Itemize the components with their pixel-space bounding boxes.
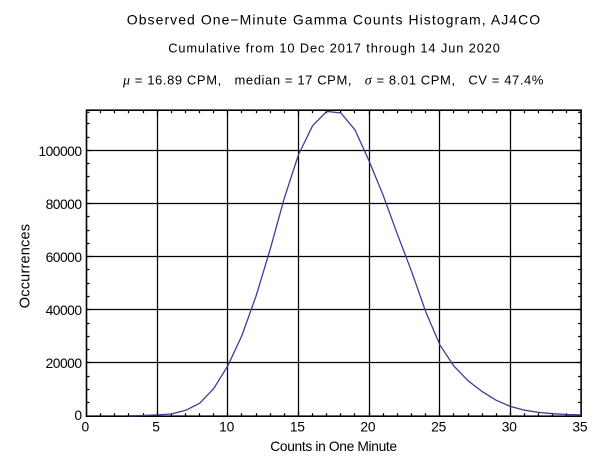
- svg-text:30: 30: [502, 419, 517, 434]
- svg-text:Cumulative from 10 Dec 2017 th: Cumulative from 10 Dec 2017 through 14 J…: [168, 41, 501, 56]
- svg-text:μ = 16.89 CPM, median = 17 C: μ = 16.89 CPM, median = 17 CPM, σ = 8.01…: [122, 72, 544, 88]
- svg-text:80000: 80000: [46, 197, 83, 212]
- svg-text:35: 35: [572, 419, 587, 434]
- svg-text:25: 25: [431, 419, 446, 434]
- svg-text:5: 5: [152, 419, 160, 434]
- svg-text:60000: 60000: [46, 250, 83, 265]
- svg-text:100000: 100000: [38, 144, 82, 159]
- svg-text:Occurrences: Occurrences: [18, 224, 34, 308]
- svg-text:0: 0: [82, 419, 90, 434]
- svg-text:Counts in One Minute: Counts in One Minute: [270, 439, 397, 454]
- svg-text:0: 0: [74, 408, 82, 423]
- svg-text:40000: 40000: [46, 303, 83, 318]
- svg-text:15: 15: [290, 419, 305, 434]
- svg-text:20000: 20000: [46, 356, 83, 371]
- svg-text:10: 10: [219, 419, 234, 434]
- svg-text:20: 20: [360, 419, 375, 434]
- svg-text:Observed One−Minute Gamma Coun: Observed One−Minute Gamma Counts Histogr…: [127, 12, 541, 28]
